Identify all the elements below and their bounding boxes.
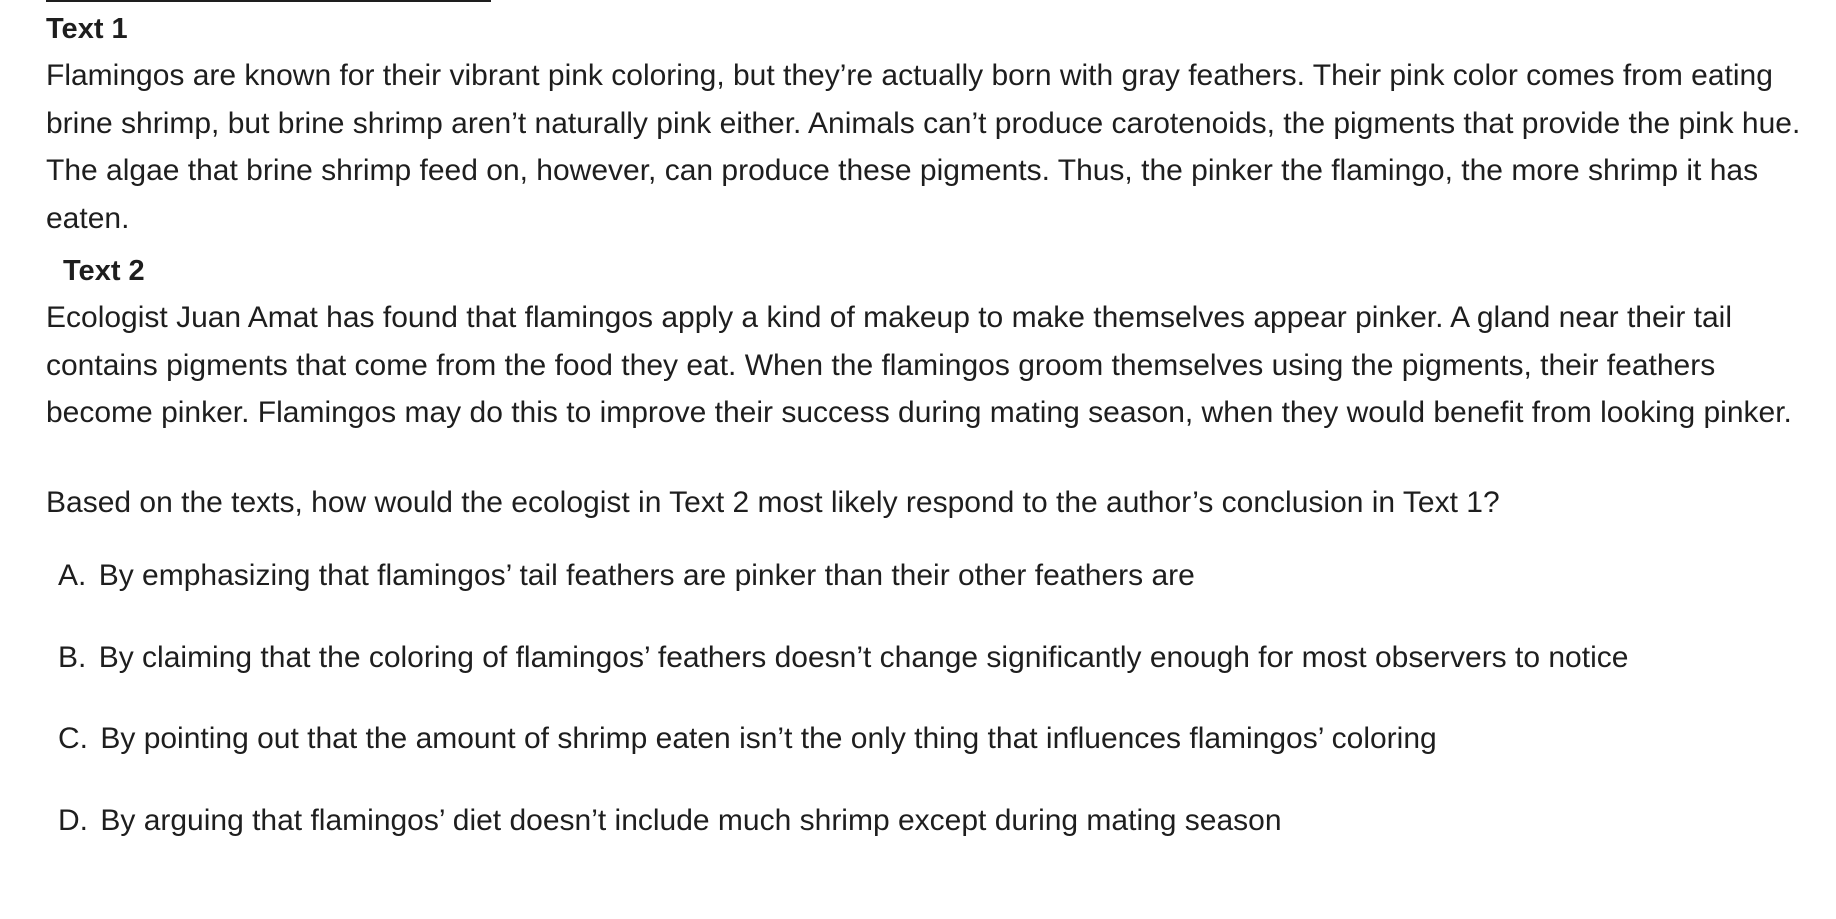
choice-b[interactable]: B. By claiming that the coloring of flam… — [46, 634, 1806, 682]
answer-choices: A. By emphasizing that flamingos’ tail f… — [46, 552, 1806, 844]
choice-text: By arguing that flamingos’ diet doesn’t … — [100, 803, 1282, 837]
choice-letter: B. — [58, 640, 87, 674]
question-document: Text 1 Flamingos are known for their vib… — [46, 10, 1806, 878]
choice-letter: A. — [58, 559, 87, 592]
choice-letter: D. — [58, 803, 88, 837]
question-prompt: Based on the texts, how would the ecolog… — [46, 485, 1500, 519]
text1-heading: Text 1 — [46, 13, 128, 45]
choice-text: By pointing out that the amount of shrim… — [100, 722, 1437, 755]
top-divider — [46, 0, 491, 2]
choice-text: By claiming that the coloring of flaming… — [98, 640, 1629, 674]
text2-passage: Ecologist Juan Amat has found that flami… — [46, 301, 1792, 429]
choice-d[interactable]: D. By arguing that flamingos’ diet doesn… — [46, 797, 1806, 845]
choice-a[interactable]: A. By emphasizing that flamingos’ tail f… — [46, 552, 1806, 600]
choice-text: By emphasizing that flamingos’ tail feat… — [98, 559, 1195, 592]
text2-heading: Text 2 — [63, 255, 145, 287]
text1-passage: Flamingos are known for their vibrant pi… — [46, 59, 1801, 235]
choice-letter: C. — [58, 722, 88, 755]
choice-c[interactable]: C. By pointing out that the amount of sh… — [46, 715, 1806, 763]
